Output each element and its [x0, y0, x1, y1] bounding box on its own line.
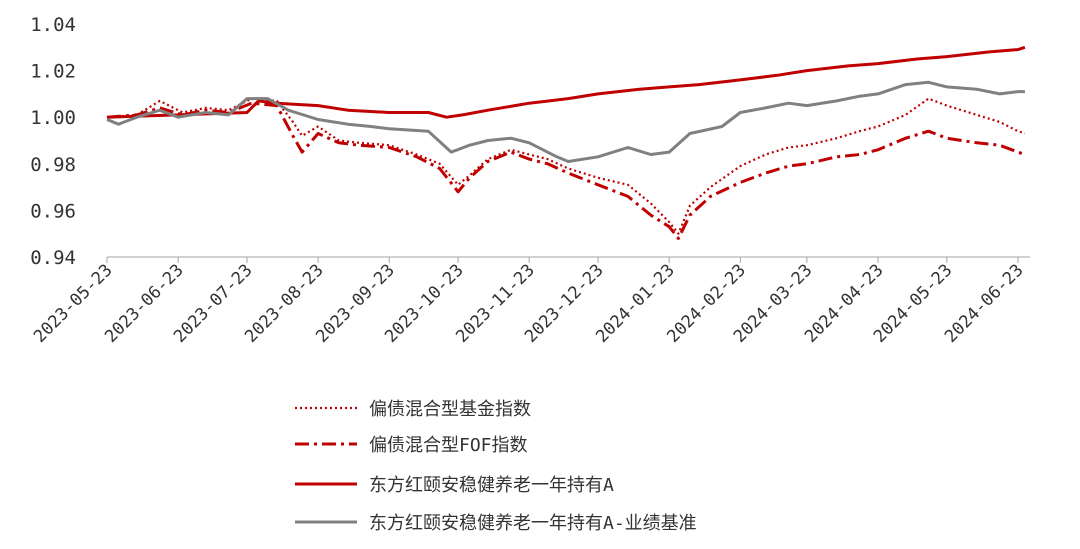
legend-label-3: 东方红颐安稳健养老一年持有A	[369, 475, 614, 496]
series-line-1	[106, 97, 1026, 235]
y-tick-label: 1.04	[30, 14, 76, 36]
series-line-3	[106, 45, 1026, 119]
legend-label-1: 偏债混合型基金指数	[369, 399, 531, 420]
y-tick-label: 0.98	[30, 154, 76, 176]
y-tick-label: 1.02	[30, 61, 76, 83]
x-axis-ticks: 2023-05-232023-06-232023-07-232023-08-23…	[30, 257, 1028, 347]
series-line-4	[106, 80, 1025, 163]
y-tick-label: 1.00	[30, 107, 76, 129]
legend-label-2: 偏债混合型FOF指数	[369, 435, 528, 456]
series-lines	[106, 45, 1026, 240]
y-tick-label: 0.94	[30, 247, 76, 269]
series-line-2	[106, 101, 1026, 240]
y-axis-ticks: 0.94 0.96 0.98 1.00 1.02 1.04	[30, 14, 76, 269]
legend-label-4: 东方红颐安稳健养老一年持有A-业绩基准	[369, 513, 697, 534]
y-tick-label: 0.96	[30, 200, 76, 222]
